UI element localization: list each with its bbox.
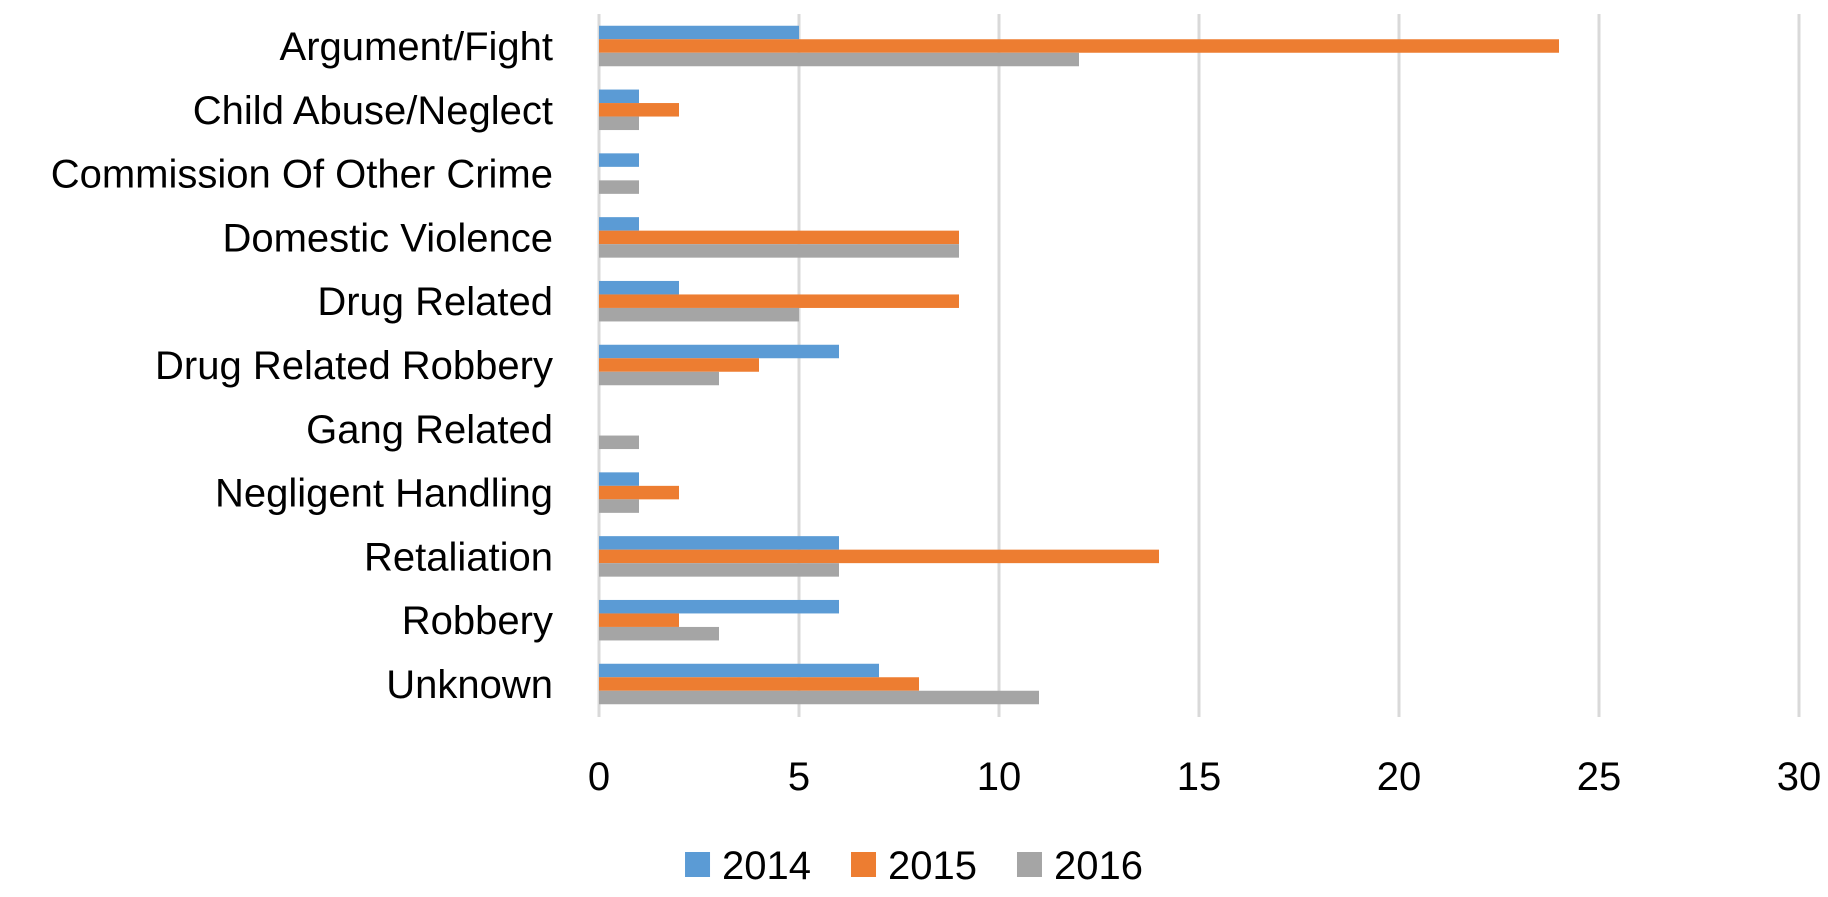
x-tick-label: 30 [1777, 755, 1822, 799]
bar-2014-child-abuse-neglect [599, 89, 639, 104]
category-label: Child Abuse/Neglect [193, 89, 553, 133]
x-tick-label: 25 [1577, 755, 1622, 799]
bar-2014-argument-fight [599, 25, 799, 40]
bar-2016-domestic-violence [599, 244, 959, 258]
bar-2015-child-abuse-neglect [599, 103, 679, 117]
legend-label-2014: 2014 [722, 844, 811, 888]
bar-2014-robbery [599, 599, 839, 614]
bar-2016-gang-related [599, 435, 639, 450]
bar-2015-drug-related-robbery [599, 358, 759, 372]
bar-2015-retaliation [599, 549, 1159, 564]
bar-2015-negligent-handling [599, 485, 679, 500]
bar-2014-commission-of-other-crime [599, 153, 639, 167]
legend-label-2015: 2015 [888, 844, 977, 888]
x-tick-label: 5 [788, 755, 810, 799]
category-label: Negligent Handling [215, 472, 553, 516]
bar-2014-unknown [599, 663, 879, 678]
bar-2016-drug-related [599, 307, 799, 322]
bar-2014-drug-related [599, 280, 679, 295]
bar-2015-unknown [599, 677, 919, 691]
legend-swatch-2016 [1016, 852, 1042, 877]
x-tick-label: 20 [1377, 755, 1422, 799]
bar-2016-retaliation [599, 563, 839, 577]
category-label: Drug Related Robbery [155, 344, 553, 388]
legend-swatch-2014 [685, 852, 711, 877]
bar-2016-robbery [599, 626, 719, 641]
bar-2015-argument-fight [599, 39, 1559, 53]
legend-label-2016: 2016 [1054, 844, 1143, 888]
bar-2015-robbery [599, 613, 679, 627]
bar-2016-commission-of-other-crime [599, 180, 639, 194]
category-labels: Argument/Fight Child Abuse/Neglect Commiss… [51, 25, 553, 707]
category-label: Drug Related [317, 280, 553, 324]
bar-2014-negligent-handling [599, 472, 639, 486]
legend-swatch-2015 [851, 852, 877, 877]
bar-2015-domestic-violence [599, 230, 959, 245]
bar-2016-child-abuse-neglect [599, 116, 639, 131]
bar-2015-drug-related [599, 294, 959, 308]
category-label: Gang Related [306, 408, 553, 452]
category-label: Retaliation [364, 535, 553, 579]
bar-2014-retaliation [599, 536, 839, 550]
category-label: Unknown [386, 663, 553, 707]
x-tick-label: 15 [1177, 755, 1222, 799]
category-label: Domestic Violence [222, 216, 553, 260]
category-label: Robbery [402, 599, 553, 643]
bar-2014-drug-related-robbery [599, 344, 839, 359]
gridlines [597, 14, 1801, 717]
category-label: Argument/Fight [280, 25, 553, 69]
bar-2016-drug-related-robbery [599, 371, 719, 386]
bars [599, 25, 1559, 705]
legend: 2014 2015 2016 [685, 844, 1143, 888]
bar-2016-unknown [599, 690, 1039, 705]
x-tick-label: 0 [588, 755, 610, 799]
bar-2016-negligent-handling [599, 499, 639, 513]
bar-2014-domestic-violence [599, 217, 639, 231]
category-label: Commission Of Other Crime [51, 153, 553, 197]
x-tick-labels: 0 5 10 15 20 25 30 [588, 755, 1821, 799]
x-tick-label: 10 [977, 755, 1022, 799]
bar-2016-argument-fight [599, 52, 1079, 67]
